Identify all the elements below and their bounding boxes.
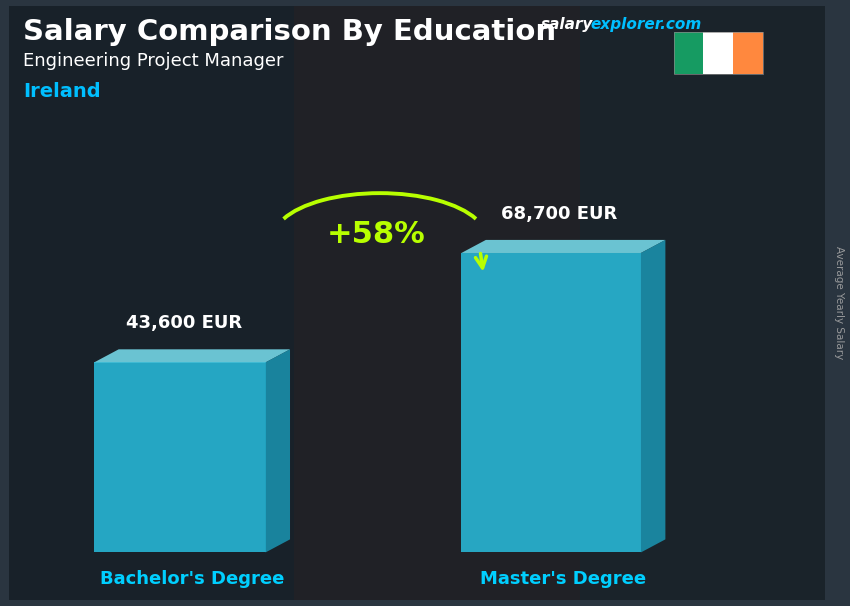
Bar — [673, 32, 763, 75]
Polygon shape — [94, 349, 290, 362]
Text: 43,600 EUR: 43,600 EUR — [126, 313, 242, 331]
Text: Master's Degree: Master's Degree — [480, 570, 647, 588]
Polygon shape — [462, 240, 666, 253]
Bar — [8, 6, 294, 600]
Text: Average Yearly Salary: Average Yearly Salary — [834, 247, 844, 359]
Bar — [704, 32, 734, 75]
Polygon shape — [641, 240, 666, 553]
Text: +58%: +58% — [326, 220, 425, 249]
Text: Ireland: Ireland — [23, 82, 101, 101]
Polygon shape — [462, 253, 641, 553]
Text: salary: salary — [541, 17, 593, 32]
Bar — [673, 32, 704, 75]
Text: explorer.com: explorer.com — [590, 17, 701, 32]
Bar — [734, 32, 763, 75]
Text: 68,700 EUR: 68,700 EUR — [502, 205, 617, 223]
Text: Salary Comparison By Education: Salary Comparison By Education — [23, 18, 556, 46]
Polygon shape — [265, 349, 290, 553]
Text: Bachelor's Degree: Bachelor's Degree — [100, 570, 284, 588]
Polygon shape — [94, 362, 265, 553]
Text: Engineering Project Manager: Engineering Project Manager — [23, 52, 284, 70]
Bar — [294, 6, 580, 600]
Bar — [580, 6, 824, 600]
